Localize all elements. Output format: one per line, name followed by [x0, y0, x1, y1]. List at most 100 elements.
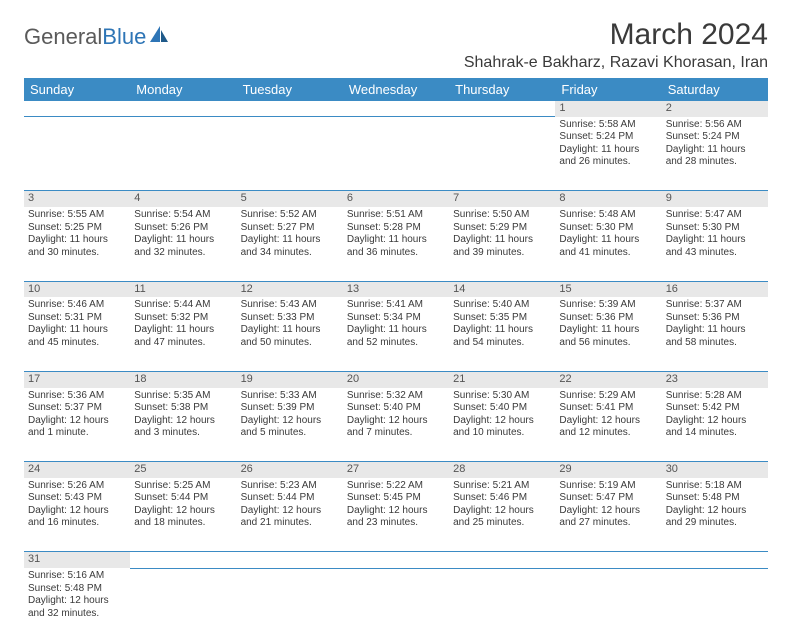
weekday-header: Wednesday [343, 78, 449, 101]
sunrise-line: Sunrise: 5:26 AM [28, 480, 126, 493]
day-detail-cell [237, 117, 343, 191]
sunset-line: Sunset: 5:38 PM [134, 402, 232, 415]
sunrise-line: Sunrise: 5:22 AM [347, 480, 445, 493]
sunset-line: Sunset: 5:27 PM [241, 222, 339, 235]
day-number-cell [130, 552, 236, 568]
day-detail-cell: Sunrise: 5:21 AMSunset: 5:46 PMDaylight:… [449, 478, 555, 552]
sunset-line: Sunset: 5:30 PM [666, 222, 764, 235]
sunset-line: Sunset: 5:37 PM [28, 402, 126, 415]
day-number-cell: 1 [555, 101, 661, 117]
sunset-line: Sunset: 5:31 PM [28, 312, 126, 325]
logo-text-1: General [24, 24, 102, 50]
detail-row: Sunrise: 5:36 AMSunset: 5:37 PMDaylight:… [24, 388, 768, 462]
day-number-cell: 12 [237, 281, 343, 297]
sunrise-line: Sunrise: 5:21 AM [453, 480, 551, 493]
sunset-line: Sunset: 5:33 PM [241, 312, 339, 325]
detail-row: Sunrise: 5:26 AMSunset: 5:43 PMDaylight:… [24, 478, 768, 552]
detail-row: Sunrise: 5:55 AMSunset: 5:25 PMDaylight:… [24, 207, 768, 281]
day-detail-cell: Sunrise: 5:29 AMSunset: 5:41 PMDaylight:… [555, 388, 661, 462]
daylight-line: Daylight: 12 hours and 5 minutes. [241, 415, 339, 440]
daynum-row: 10111213141516 [24, 281, 768, 297]
day-number-cell [24, 101, 130, 117]
day-detail-cell: Sunrise: 5:40 AMSunset: 5:35 PMDaylight:… [449, 297, 555, 371]
sunrise-line: Sunrise: 5:44 AM [134, 299, 232, 312]
month-title: March 2024 [464, 18, 768, 52]
day-detail-cell: Sunrise: 5:16 AMSunset: 5:48 PMDaylight:… [24, 568, 130, 642]
daynum-row: 12 [24, 101, 768, 117]
sunrise-line: Sunrise: 5:32 AM [347, 390, 445, 403]
weekday-header: Friday [555, 78, 661, 101]
day-number-cell [662, 552, 768, 568]
day-number-cell: 23 [662, 371, 768, 387]
day-detail-cell: Sunrise: 5:26 AMSunset: 5:43 PMDaylight:… [24, 478, 130, 552]
daylight-line: Daylight: 11 hours and 39 minutes. [453, 234, 551, 259]
day-detail-cell: Sunrise: 5:58 AMSunset: 5:24 PMDaylight:… [555, 117, 661, 191]
sunrise-line: Sunrise: 5:50 AM [453, 209, 551, 222]
daynum-row: 31 [24, 552, 768, 568]
day-number-cell [237, 101, 343, 117]
daylight-line: Daylight: 12 hours and 32 minutes. [28, 595, 126, 620]
daylight-line: Daylight: 12 hours and 25 minutes. [453, 505, 551, 530]
daylight-line: Daylight: 12 hours and 16 minutes. [28, 505, 126, 530]
sunset-line: Sunset: 5:47 PM [559, 492, 657, 505]
sunset-line: Sunset: 5:41 PM [559, 402, 657, 415]
sunrise-line: Sunrise: 5:35 AM [134, 390, 232, 403]
day-number-cell: 25 [130, 462, 236, 478]
daylight-line: Daylight: 11 hours and 45 minutes. [28, 324, 126, 349]
day-detail-cell: Sunrise: 5:47 AMSunset: 5:30 PMDaylight:… [662, 207, 768, 281]
day-detail-cell: Sunrise: 5:37 AMSunset: 5:36 PMDaylight:… [662, 297, 768, 371]
daylight-line: Daylight: 12 hours and 7 minutes. [347, 415, 445, 440]
day-number-cell: 18 [130, 371, 236, 387]
daylight-line: Daylight: 11 hours and 32 minutes. [134, 234, 232, 259]
day-number-cell: 20 [343, 371, 449, 387]
sunset-line: Sunset: 5:36 PM [666, 312, 764, 325]
sunset-line: Sunset: 5:40 PM [453, 402, 551, 415]
day-detail-cell: Sunrise: 5:48 AMSunset: 5:30 PMDaylight:… [555, 207, 661, 281]
sunset-line: Sunset: 5:24 PM [559, 131, 657, 144]
daylight-line: Daylight: 12 hours and 21 minutes. [241, 505, 339, 530]
daylight-line: Daylight: 11 hours and 30 minutes. [28, 234, 126, 259]
daylight-line: Daylight: 11 hours and 58 minutes. [666, 324, 764, 349]
day-detail-cell: Sunrise: 5:28 AMSunset: 5:42 PMDaylight:… [662, 388, 768, 462]
day-number-cell: 7 [449, 191, 555, 207]
day-number-cell [343, 101, 449, 117]
day-number-cell: 29 [555, 462, 661, 478]
sunrise-line: Sunrise: 5:51 AM [347, 209, 445, 222]
logo: GeneralBlue [24, 24, 170, 50]
day-detail-cell: Sunrise: 5:56 AMSunset: 5:24 PMDaylight:… [662, 117, 768, 191]
day-number-cell [555, 552, 661, 568]
day-number-cell [130, 101, 236, 117]
daylight-line: Daylight: 12 hours and 12 minutes. [559, 415, 657, 440]
sunrise-line: Sunrise: 5:36 AM [28, 390, 126, 403]
daynum-row: 17181920212223 [24, 371, 768, 387]
sunset-line: Sunset: 5:48 PM [28, 583, 126, 596]
day-number-cell [449, 101, 555, 117]
day-detail-cell: Sunrise: 5:51 AMSunset: 5:28 PMDaylight:… [343, 207, 449, 281]
sunrise-line: Sunrise: 5:30 AM [453, 390, 551, 403]
sunset-line: Sunset: 5:32 PM [134, 312, 232, 325]
day-detail-cell: Sunrise: 5:30 AMSunset: 5:40 PMDaylight:… [449, 388, 555, 462]
day-detail-cell: Sunrise: 5:52 AMSunset: 5:27 PMDaylight:… [237, 207, 343, 281]
sunrise-line: Sunrise: 5:52 AM [241, 209, 339, 222]
sunset-line: Sunset: 5:25 PM [28, 222, 126, 235]
sunset-line: Sunset: 5:40 PM [347, 402, 445, 415]
day-number-cell: 4 [130, 191, 236, 207]
weekday-header: Saturday [662, 78, 768, 101]
day-number-cell: 30 [662, 462, 768, 478]
weekday-header: Thursday [449, 78, 555, 101]
day-detail-cell: Sunrise: 5:18 AMSunset: 5:48 PMDaylight:… [662, 478, 768, 552]
daylight-line: Daylight: 11 hours and 43 minutes. [666, 234, 764, 259]
daylight-line: Daylight: 12 hours and 1 minute. [28, 415, 126, 440]
day-number-cell: 10 [24, 281, 130, 297]
sunset-line: Sunset: 5:36 PM [559, 312, 657, 325]
day-detail-cell [449, 117, 555, 191]
day-number-cell: 5 [237, 191, 343, 207]
sunrise-line: Sunrise: 5:56 AM [666, 119, 764, 132]
weekday-header: Sunday [24, 78, 130, 101]
sunset-line: Sunset: 5:46 PM [453, 492, 551, 505]
day-number-cell: 21 [449, 371, 555, 387]
sunrise-line: Sunrise: 5:25 AM [134, 480, 232, 493]
calendar-body: 12Sunrise: 5:58 AMSunset: 5:24 PMDayligh… [24, 101, 768, 642]
day-detail-cell: Sunrise: 5:41 AMSunset: 5:34 PMDaylight:… [343, 297, 449, 371]
day-detail-cell [130, 117, 236, 191]
